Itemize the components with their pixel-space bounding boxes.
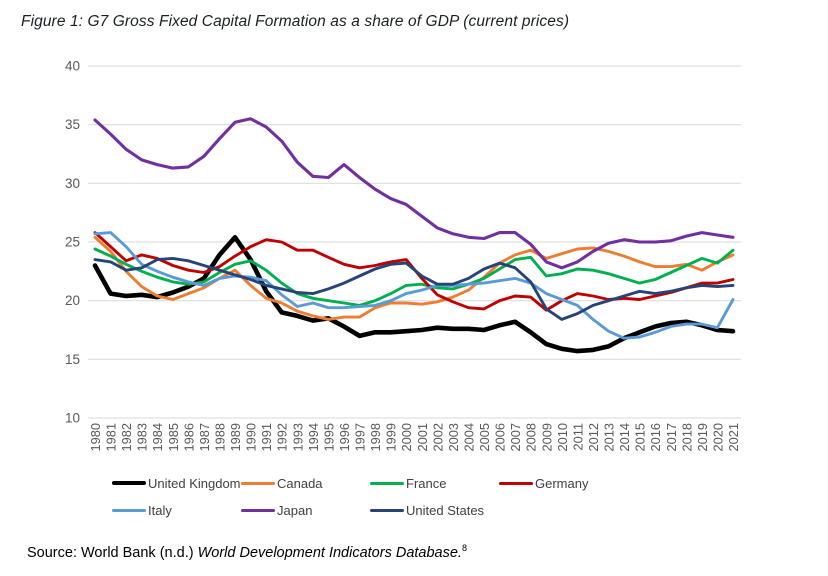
x-axis-tick-label: 1984 (150, 423, 165, 451)
legend-line-united-kingdom-icon (112, 480, 146, 486)
x-axis-tick-label: 1980 (88, 423, 103, 451)
x-axis-tick-label: 1988 (213, 423, 228, 451)
x-axis-tick-label: 1996 (337, 423, 352, 451)
x-axis-tick-label: 2008 (524, 423, 539, 451)
x-axis-tick-label: 2004 (462, 423, 477, 451)
x-axis-tick-label: 1982 (119, 423, 134, 451)
legend-label: Germany (535, 475, 589, 491)
legend-item-united-kingdom: United Kingdom (112, 473, 241, 493)
series-line-united-states (93, 256, 735, 321)
x-axis-tick-label: 1985 (166, 423, 181, 451)
legend-label: Canada (277, 475, 323, 491)
x-axis-tick-label: 1993 (290, 423, 305, 451)
legend-line-germany-icon (499, 481, 533, 485)
x-axis-tick-label: 1987 (197, 423, 212, 451)
chart-legend: United Kingdom Canada France Germany Ita… (112, 473, 628, 520)
series-line-canada (93, 235, 735, 321)
x-axis-tick-label: 2011 (570, 423, 585, 451)
x-axis-tick-label: 2000 (399, 423, 414, 451)
legend-label: United States (406, 502, 485, 518)
legend-item-canada: Canada (241, 473, 370, 493)
x-axis-tick-label: 2013 (602, 423, 617, 451)
legend-label: Japan (277, 502, 313, 518)
x-axis-tick-label: 2019 (695, 423, 710, 451)
x-axis-tick-label: 2017 (664, 423, 679, 451)
x-axis-tick-label: 1992 (275, 423, 290, 451)
y-axis-tick-label: 10 (65, 411, 80, 426)
x-axis-tick-label: 2018 (679, 423, 694, 451)
y-axis-tick-label: 40 (65, 59, 80, 74)
legend-label: Italy (148, 502, 172, 518)
source-footnote-marker: 8 (461, 543, 467, 553)
legend-line-france-icon (370, 481, 404, 485)
legend-item-united-states: United States (370, 500, 499, 520)
series-line-italy (93, 231, 735, 340)
x-axis-tick-label: 1981 (104, 423, 119, 451)
x-axis-tick-label: 1990 (244, 423, 259, 451)
source-database-name: World Development Indicators Database. (197, 544, 462, 561)
y-axis-tick-label: 15 (65, 352, 80, 367)
x-axis-tick-label: 1991 (259, 423, 274, 451)
x-axis-tick-label: 2015 (633, 423, 648, 451)
legend-label: France (406, 475, 447, 491)
legend-line-canada-icon (241, 481, 275, 485)
legend-line-japan-icon (241, 508, 275, 512)
legend-item-italy: Italy (112, 500, 241, 520)
x-axis-tick-label: 2020 (710, 423, 725, 451)
legend-item-france: France (370, 473, 499, 493)
x-axis-tick-label: 2002 (430, 423, 445, 451)
x-axis-tick-label: 1998 (368, 423, 383, 451)
x-axis-tick-label: 1994 (306, 423, 321, 451)
x-axis-tick-label: 1989 (228, 423, 243, 451)
x-axis-tick-label: 1986 (181, 423, 196, 451)
x-axis-tick-label: 2014 (617, 423, 632, 451)
x-axis-tick-label: 2003 (446, 423, 461, 451)
x-axis-tick-label: 2009 (539, 423, 554, 451)
source-caption: Source: World Bank (n.d.) World Developm… (27, 543, 467, 561)
x-axis-tick-label: 2016 (648, 423, 663, 451)
legend-label: United Kingdom (148, 475, 241, 491)
x-axis-tick-label: 1997 (353, 423, 368, 451)
x-axis-tick-label: 2006 (493, 423, 508, 451)
y-axis-tick-label: 30 (65, 176, 80, 191)
x-axis-tick-label: 2021 (726, 423, 741, 451)
legend-item-japan: Japan (241, 500, 370, 520)
legend-line-united-states-icon (370, 508, 404, 512)
series-line-france (93, 247, 735, 307)
x-axis-tick-label: 1983 (135, 423, 150, 451)
y-axis-tick-label: 20 (65, 293, 80, 308)
figure-title: Figure 1: G7 Gross Fixed Capital Formati… (21, 13, 570, 30)
x-axis-tick-label: 1999 (384, 423, 399, 451)
legend-line-italy-icon (112, 508, 146, 512)
x-axis-tick-label: 2012 (586, 423, 601, 451)
x-axis-tick-label: 2005 (477, 423, 492, 451)
source-prefix: Source: World Bank (n.d.) (27, 544, 198, 561)
y-axis-tick-label: 35 (65, 117, 80, 132)
series-line-japan (93, 117, 735, 270)
legend-item-germany: Germany (499, 473, 628, 493)
y-axis-tick-label: 25 (65, 235, 80, 250)
x-axis-tick-label: 2001 (415, 423, 430, 451)
x-axis-tick-label: 2007 (508, 423, 523, 451)
x-axis-tick-label: 1995 (321, 423, 336, 451)
x-axis-tick-label: 2010 (555, 423, 570, 451)
